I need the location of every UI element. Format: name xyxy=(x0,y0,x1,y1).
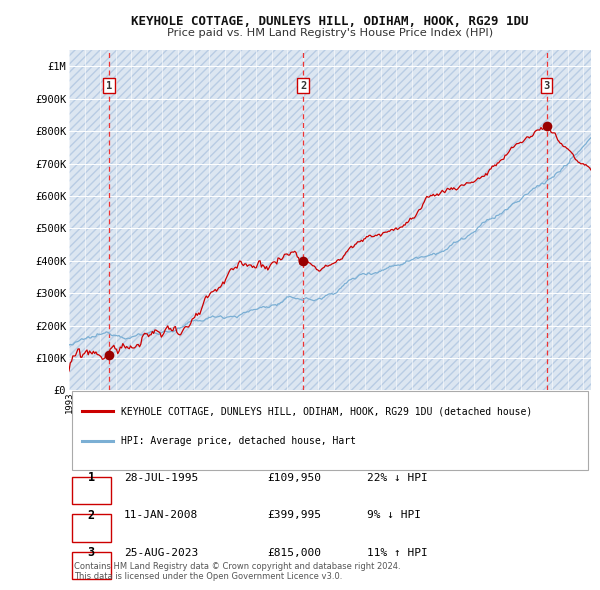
FancyBboxPatch shape xyxy=(71,552,111,579)
Text: £109,950: £109,950 xyxy=(268,473,322,483)
Text: Price paid vs. HM Land Registry's House Price Index (HPI): Price paid vs. HM Land Registry's House … xyxy=(167,28,493,38)
Text: 1: 1 xyxy=(106,81,112,91)
Text: 25-AUG-2023: 25-AUG-2023 xyxy=(124,548,198,558)
Text: 1: 1 xyxy=(88,471,95,484)
Text: 2: 2 xyxy=(300,81,307,91)
FancyBboxPatch shape xyxy=(71,391,589,470)
Text: 3: 3 xyxy=(88,546,95,559)
Text: 3: 3 xyxy=(544,81,550,91)
Text: KEYHOLE COTTAGE, DUNLEYS HILL, ODIHAM, HOOK, RG29 1DU: KEYHOLE COTTAGE, DUNLEYS HILL, ODIHAM, H… xyxy=(131,15,529,28)
Text: Contains HM Land Registry data © Crown copyright and database right 2024.
This d: Contains HM Land Registry data © Crown c… xyxy=(74,562,401,581)
Text: 9% ↓ HPI: 9% ↓ HPI xyxy=(367,510,421,520)
Text: 2: 2 xyxy=(88,509,95,522)
Text: 28-JUL-1995: 28-JUL-1995 xyxy=(124,473,198,483)
Text: 11-JAN-2008: 11-JAN-2008 xyxy=(124,510,198,520)
Text: £815,000: £815,000 xyxy=(268,548,322,558)
FancyBboxPatch shape xyxy=(71,477,111,504)
Text: £399,995: £399,995 xyxy=(268,510,322,520)
Text: 11% ↑ HPI: 11% ↑ HPI xyxy=(367,548,427,558)
Text: KEYHOLE COTTAGE, DUNLEYS HILL, ODIHAM, HOOK, RG29 1DU (detached house): KEYHOLE COTTAGE, DUNLEYS HILL, ODIHAM, H… xyxy=(121,406,532,416)
FancyBboxPatch shape xyxy=(71,514,111,542)
Text: 22% ↓ HPI: 22% ↓ HPI xyxy=(367,473,427,483)
Text: HPI: Average price, detached house, Hart: HPI: Average price, detached house, Hart xyxy=(121,435,356,445)
